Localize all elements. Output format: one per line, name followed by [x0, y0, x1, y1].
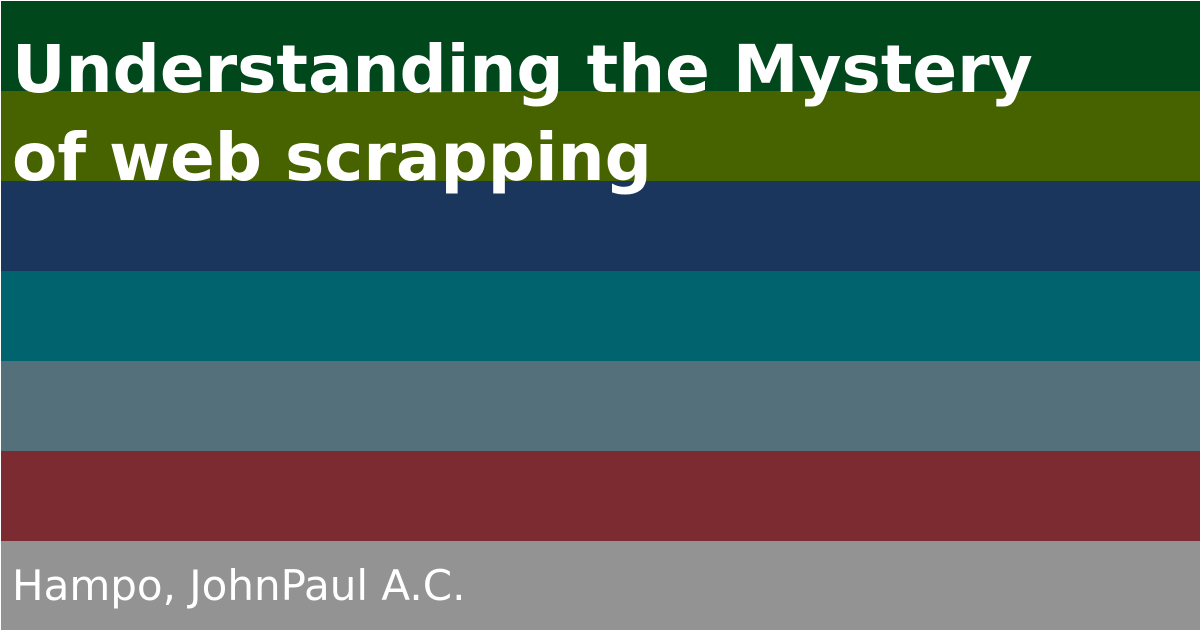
- stripe-dark-green: [1, 1, 1200, 91]
- stripe-navy: [1, 181, 1200, 271]
- stripe-gray: [1, 541, 1200, 630]
- stripe-teal: [1, 271, 1200, 361]
- cover-title: Understanding the Mystery of web scrappi…: [12, 26, 1182, 202]
- stripe-maroon: [1, 451, 1200, 541]
- cover-title-line-2: of web scrapping: [12, 119, 652, 196]
- author-name: Hampo, JohnPaul A.C.: [12, 561, 466, 610]
- cover-title-line-1: Understanding the Mystery: [12, 31, 1033, 108]
- stripe-olive-green: [1, 91, 1200, 181]
- stripe-slate: [1, 361, 1200, 451]
